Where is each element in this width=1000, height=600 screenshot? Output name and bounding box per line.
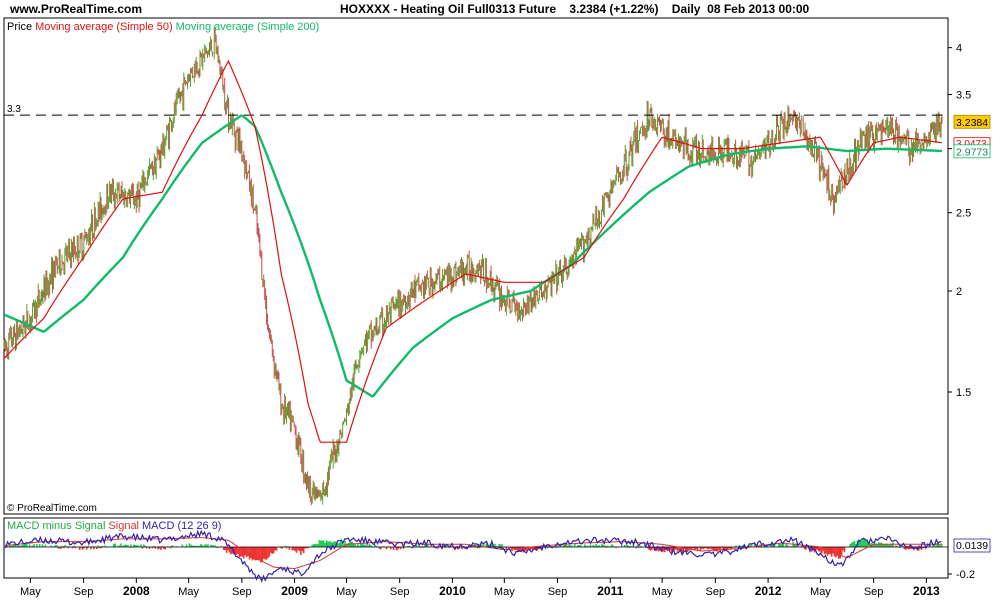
resistance-label: 3.3 [7, 104, 21, 115]
x-tick-label: Sep [390, 586, 410, 598]
macd-line [3, 529, 942, 583]
chart-period: Daily [671, 2, 701, 16]
legend-price: Price [7, 21, 32, 33]
watermark: © ProRealTime.com [7, 503, 97, 514]
svg-text:3.2384: 3.2384 [956, 117, 988, 129]
signal-line [3, 537, 942, 570]
x-tick-label: Sep [548, 586, 568, 598]
x-tick-label: 2011 [597, 584, 623, 598]
y-tick-label: 2.5 [956, 208, 971, 220]
ma200-badge: 2.9773 [953, 144, 991, 158]
ma200-line [3, 114, 942, 398]
legend-hist: MACD minus Signal [7, 520, 105, 532]
y-tick-label: 2 [956, 286, 962, 298]
price-bars [3, 25, 943, 506]
x-tick-label: Sep [232, 586, 252, 598]
x-tick-label: May [178, 586, 199, 598]
y-tick-label: 4 [956, 43, 962, 55]
legend-ma200: Moving average (Simple 200) [176, 21, 320, 33]
price-panel-frame [3, 17, 949, 515]
chart-header: www.ProRealTime.com HOXXXX - Heating Oil… [0, 0, 1000, 18]
legend-ma50: Moving average (Simple 50) [35, 21, 173, 33]
x-tick-label: 2008 [123, 584, 150, 598]
legend-macd: MACD (12 26 9) [142, 520, 221, 532]
price-legend: Price Moving average (Simple 50) Moving av… [7, 21, 319, 33]
chart-title: HOXXXX - Heating Oil Full0313 Future 3.2… [340, 2, 809, 16]
x-axis: May Sep 2008 May Sep 2009 May Sep 2010 May Sep 2011… [20, 578, 940, 598]
price-y-axis: 43.532.521.5 [948, 43, 971, 399]
site-url[interactable]: www.ProRealTime.com [10, 2, 143, 16]
x-tick-label: 2009 [281, 584, 308, 598]
x-tick-label: Sep [864, 586, 884, 598]
chart-date: 08 Feb 2013 00:00 [707, 2, 810, 16]
ma50-line [3, 59, 942, 443]
x-tick-label: May [20, 586, 41, 598]
svg-text:2.9773: 2.9773 [956, 146, 988, 158]
macd-y-tick-label: -0.2 [956, 569, 975, 581]
x-tick-label: May [810, 586, 831, 598]
x-tick-label: Sep [706, 586, 726, 598]
x-tick-label: May [336, 586, 357, 598]
last-price-change: 3.2384 (+1.22%) [569, 2, 659, 16]
y-tick-label: 3.5 [956, 90, 971, 102]
legend-signal: Signal [108, 520, 139, 532]
x-tick-label: May [494, 586, 515, 598]
x-tick-label: May [652, 586, 673, 598]
y-tick-label: 1.5 [956, 387, 971, 399]
instrument-name: HOXXXX - Heating Oil Full0313 Future [340, 2, 557, 16]
x-tick-label: 2010 [439, 584, 466, 598]
macd-badge: 0.0139 [953, 538, 991, 553]
svg-text:0.0139: 0.0139 [956, 540, 988, 552]
x-tick-label: 2012 [755, 584, 782, 598]
last-price-badge: 3.2384 [953, 114, 991, 129]
x-tick-label: Sep [74, 586, 94, 598]
macd-y-axis: -0.2 [948, 569, 975, 581]
x-tick-label: 2013 [913, 584, 940, 598]
macd-legend: MACD minus Signal Signal MACD (12 26 9) [7, 520, 221, 532]
